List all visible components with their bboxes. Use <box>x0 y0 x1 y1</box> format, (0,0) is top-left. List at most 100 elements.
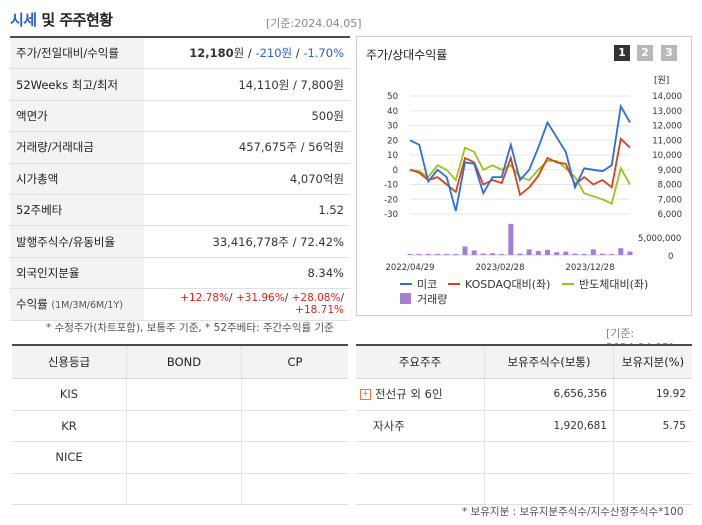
right-tick-label: 14,000 <box>652 92 682 102</box>
row-label: 외국인지분율 <box>10 257 144 290</box>
volume-bar <box>590 249 596 255</box>
volume-bar <box>425 254 431 255</box>
chart-page-1-button[interactable]: 1 <box>614 45 630 61</box>
current-price: 12,180 <box>189 46 234 61</box>
table-row <box>356 473 692 505</box>
table-row: 액면가 500원 <box>10 100 350 133</box>
right-tick-label: 8,000 <box>658 181 682 191</box>
volume-bar <box>508 223 514 255</box>
table-row: 시가총액 4,070억원 <box>10 163 350 195</box>
agency-cell: KIS <box>12 378 127 411</box>
left-tick-label: 20 <box>387 136 398 146</box>
chart-page-3-button[interactable]: 3 <box>661 45 677 61</box>
column-header: 주요주주 <box>356 345 485 379</box>
table-header-row: 신용등급 BOND CP <box>12 345 348 379</box>
empty-cell <box>613 473 692 505</box>
price-unit: 원 <box>233 46 245 61</box>
chart-page-2-button[interactable]: 2 <box>637 45 653 61</box>
legend-volume-swatch <box>400 293 411 304</box>
legend-semi: 반도체대비(좌) <box>579 278 648 291</box>
volume-bar <box>444 254 450 255</box>
right-tick-label: 9,000 <box>658 166 682 176</box>
left-tick-label: -10 <box>384 181 398 191</box>
volume-bar <box>600 253 605 255</box>
price-value: 12,180원 / -210원 / -1.70% <box>144 38 350 70</box>
chart-panel <box>356 36 692 316</box>
right-tick-label: 12,000 <box>652 122 682 132</box>
price-info-table: 주가/전일대비/수익률 12,180원 / -210원 / -1.70% 52W… <box>10 38 350 321</box>
left-tick-label: 10 <box>387 151 398 161</box>
volume-bar <box>435 254 440 255</box>
volume-bar <box>453 254 459 255</box>
return-1m: +12.78% <box>180 292 229 305</box>
volume-axis-label: 5,000,000 <box>638 234 681 244</box>
volume-bar <box>618 248 624 255</box>
right-tick-label: 13,000 <box>652 107 682 117</box>
volume-bar <box>517 253 523 255</box>
volume-bar <box>462 246 468 255</box>
agency-cell: KR <box>12 410 127 442</box>
row-value: 14,110원 / 7,800원 <box>144 68 350 101</box>
cp-cell <box>241 410 348 442</box>
row-label: 시가총액 <box>10 163 144 195</box>
bond-cell <box>126 378 242 411</box>
empty-cell <box>241 473 348 505</box>
volume-bar <box>407 254 413 255</box>
x-tick-label: 2022/04/29 <box>386 263 435 273</box>
mico-line <box>409 103 631 212</box>
footnote-holding: * 보유지분 : 보유지분주식수/지수산정주식수*100 <box>462 506 684 518</box>
separator: / <box>292 46 304 61</box>
bond-cell <box>126 410 242 442</box>
table-row: KR <box>12 410 348 442</box>
row-value: 33,416,778주 / 72.42% <box>144 225 350 258</box>
return-3m: +31.96% <box>235 292 285 305</box>
legend-volume: 거래량 <box>417 293 447 306</box>
major-shareholders-table: 주요주주 보유주식수(보통) 보유지분(%) + 전선규 외 6인 6,656,3… <box>356 344 692 505</box>
empty-cell <box>484 473 614 505</box>
price-change: -210원 <box>255 46 293 61</box>
bond-cell <box>126 441 242 474</box>
expand-icon[interactable]: + <box>360 389 371 401</box>
volume-axis-zero: 0 <box>668 252 673 262</box>
volume-bar <box>490 253 495 255</box>
table-row: 52주베타 1.52 <box>10 194 350 227</box>
stock-chart: 50 14,000 40 13,000 30 12,000 20 11,000 10 10,000… <box>384 75 682 306</box>
legend-mico: 미코 <box>417 278 437 291</box>
reference-date: [기준:2024.04.05] <box>266 17 362 30</box>
empty-cell <box>484 441 614 474</box>
title-highlight: 시세 <box>10 11 37 29</box>
holder-name-cell: 자사주 <box>356 410 485 442</box>
column-header: CP <box>241 345 348 379</box>
empty-cell <box>356 441 485 474</box>
left-tick-label: -20 <box>384 195 398 205</box>
separator: / <box>244 46 256 61</box>
cp-cell <box>241 378 348 411</box>
holder-pct: 5.75 <box>613 410 692 442</box>
footnote-price: * 수정주가(차트포함), 보통주 기준, * 52주베타: 주간수익률 기준 <box>46 322 334 334</box>
table-row: KIS <box>12 378 348 411</box>
row-value: 4,070억원 <box>144 163 350 195</box>
volume-bar <box>471 250 477 255</box>
agency-cell: NICE <box>12 441 127 474</box>
right-tick-label: 11,000 <box>652 136 682 146</box>
holder-name-cell: + 전선규 외 6인 <box>356 378 485 411</box>
volume-bar <box>416 254 422 255</box>
holder-name: 전선규 외 6인 <box>375 387 443 402</box>
row-label: 거래량/거래대금 <box>10 131 144 164</box>
row-value: 8.34% <box>144 257 350 290</box>
row-value: 1.52 <box>144 194 350 227</box>
row-label: 액면가 <box>10 100 144 133</box>
volume-bar <box>609 254 615 255</box>
kosdaq-relative-line <box>409 137 631 197</box>
title-rest: 및 주주현황 <box>36 11 113 29</box>
row-value: 457,675주 / 56억원 <box>144 131 350 164</box>
returns-label: 수익률 <box>16 297 48 312</box>
holder-name: 자사주 <box>373 418 405 433</box>
left-tick-label: 40 <box>387 107 398 117</box>
volume-bar <box>499 253 505 255</box>
volume-bar <box>480 253 486 255</box>
row-label: 수익률 (1M/3M/6M/1Y) <box>10 288 144 321</box>
table-row: 외국인지분율 8.34% <box>10 257 350 290</box>
cp-cell <box>241 441 348 474</box>
column-header: BOND <box>126 345 242 379</box>
